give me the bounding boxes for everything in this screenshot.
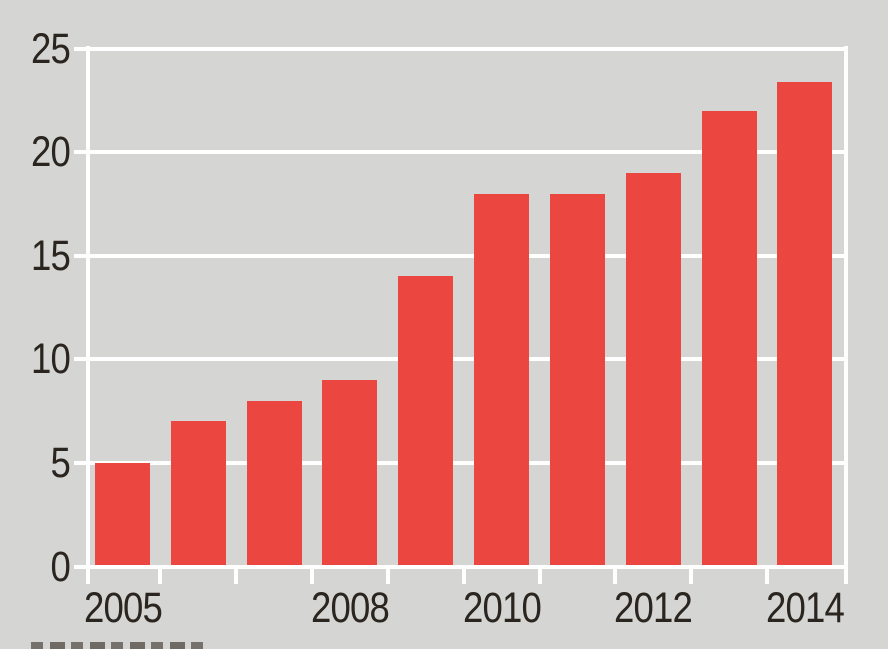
gridline-y-5 [74, 460, 848, 465]
x-axis-tick-label: 2014 [766, 584, 845, 632]
y-axis-tick-label: 20 [31, 128, 71, 177]
x-axis-tick-label: 2008 [311, 584, 390, 632]
gridline-y-15 [74, 253, 848, 258]
x-axis-tick [765, 568, 770, 584]
bar-2010 [474, 193, 530, 565]
y-axis-tick-label: 15 [31, 231, 71, 280]
x-axis-tick [385, 568, 390, 584]
bar-2005 [95, 462, 150, 565]
gridline-y-20 [74, 150, 848, 155]
y-axis-tick-label: 10 [31, 335, 71, 384]
bar-2014 [777, 81, 833, 565]
x-axis-tick [689, 568, 694, 584]
gridline-y-25 [74, 46, 848, 51]
clipped-text-fragment [31, 642, 206, 649]
gridline-y-10 [74, 357, 848, 362]
y-axis-line [86, 46, 90, 584]
x-axis-tick-label: 2012 [614, 584, 693, 632]
right-frame-line [843, 46, 848, 584]
x-axis-tick [461, 568, 466, 584]
bar-2009 [398, 276, 454, 565]
x-axis-tick [537, 568, 542, 584]
bar-2012 [625, 172, 681, 565]
x-axis-tick [234, 568, 239, 584]
bar-2013 [701, 110, 757, 565]
y-axis-tick-label: 25 [31, 24, 71, 73]
bar-2008 [322, 380, 378, 565]
x-axis-tick [158, 568, 163, 584]
bar-2006 [170, 421, 226, 565]
bar-2007 [246, 400, 302, 565]
x-axis-tick [310, 568, 315, 584]
x-axis-tick-label: 2005 [83, 584, 163, 632]
bar-2011 [549, 193, 605, 565]
gridline-y-0 [74, 564, 848, 569]
x-axis-tick [613, 568, 618, 584]
x-axis-tick-label: 2010 [462, 584, 542, 632]
y-axis-tick-label: 5 [50, 438, 71, 487]
y-axis-tick-label: 0 [50, 542, 71, 591]
